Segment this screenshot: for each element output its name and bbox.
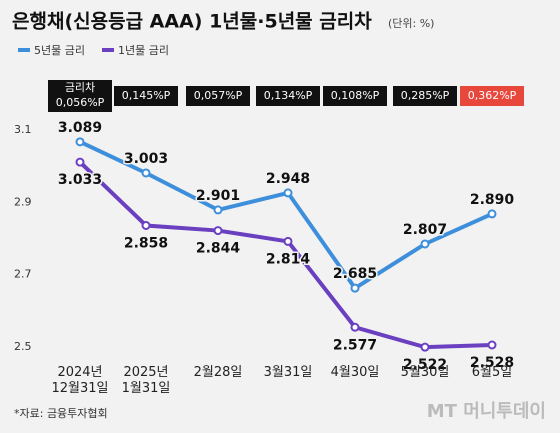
- spread-box: [323, 86, 387, 106]
- data-label: 2.528: [470, 355, 514, 371]
- data-label: 2.890: [470, 192, 515, 208]
- spread-box: [393, 86, 457, 106]
- point: [75, 157, 85, 167]
- spread-box: [256, 86, 320, 106]
- data-label: 2.844: [196, 241, 241, 257]
- point: [283, 188, 293, 198]
- spread-label: 0,057%P: [194, 89, 243, 102]
- point: [420, 239, 430, 249]
- spread-box: [48, 80, 112, 112]
- x-tick-label: 2024년 12월31일: [51, 365, 109, 396]
- spread-header: 금리차: [65, 81, 95, 94]
- y-tick-label: 3.1: [14, 123, 32, 136]
- x-tick-label: 2025년 1월31일: [121, 365, 171, 396]
- point: [141, 168, 151, 178]
- chart-title: 은행채(신용등급 AAA) 1년물·5년물 금리차: [12, 11, 372, 33]
- data-label: 3.089: [58, 120, 102, 136]
- spread-label: 0,056%P: [56, 96, 105, 109]
- x-tick-label: 5월30일: [400, 365, 450, 380]
- source: *자료: 금융투자협회: [14, 407, 108, 420]
- spread-label: 0,134%P: [264, 89, 313, 102]
- x-tick-label: 2월28일: [193, 365, 243, 380]
- x-tick-label: 4월30일: [330, 365, 380, 380]
- point: [213, 205, 223, 215]
- x-tick-label: 6월5일: [471, 365, 513, 380]
- point: [350, 322, 360, 332]
- data-label: 2.814: [266, 251, 311, 267]
- point: [283, 236, 293, 246]
- spread-label: 0,285%P: [401, 89, 450, 102]
- point: [141, 220, 151, 230]
- legend-swatch: [18, 48, 30, 52]
- data-label: 2.577: [333, 337, 377, 353]
- logo: MT 머니투데이: [427, 401, 546, 422]
- y-tick-label: 2.9: [14, 195, 32, 208]
- point: [213, 226, 223, 236]
- y-tick-label: 2.7: [14, 268, 32, 281]
- data-label: 2.522: [403, 357, 447, 373]
- legend-swatch: [102, 48, 114, 52]
- y-tick-label: 2.5: [14, 340, 32, 353]
- data-label: 2.685: [333, 266, 377, 282]
- unit: (단위: %): [388, 17, 434, 30]
- point: [420, 342, 430, 352]
- data-label: 3.033: [58, 172, 102, 188]
- spread-label: 0,362%P: [468, 89, 517, 102]
- data-label: 2.858: [124, 235, 168, 251]
- data-label: 2.901: [196, 188, 240, 204]
- data-label: 2.807: [403, 222, 447, 238]
- spread-label: 0,145%P: [122, 89, 171, 102]
- point: [350, 283, 360, 293]
- data-label: 2.948: [266, 171, 310, 187]
- x-tick-label: 3월31일: [263, 365, 313, 380]
- spread-label: 0,108%P: [331, 89, 380, 102]
- legend-label: 5년물 금리: [34, 44, 85, 57]
- legend-label: 1년물 금리: [118, 44, 169, 57]
- point: [487, 209, 497, 219]
- point: [487, 340, 497, 350]
- spread-box: [186, 86, 250, 106]
- spread-box: [460, 86, 524, 106]
- point: [75, 137, 85, 147]
- data-label: 3.003: [124, 151, 168, 167]
- spread-box: [114, 86, 178, 106]
